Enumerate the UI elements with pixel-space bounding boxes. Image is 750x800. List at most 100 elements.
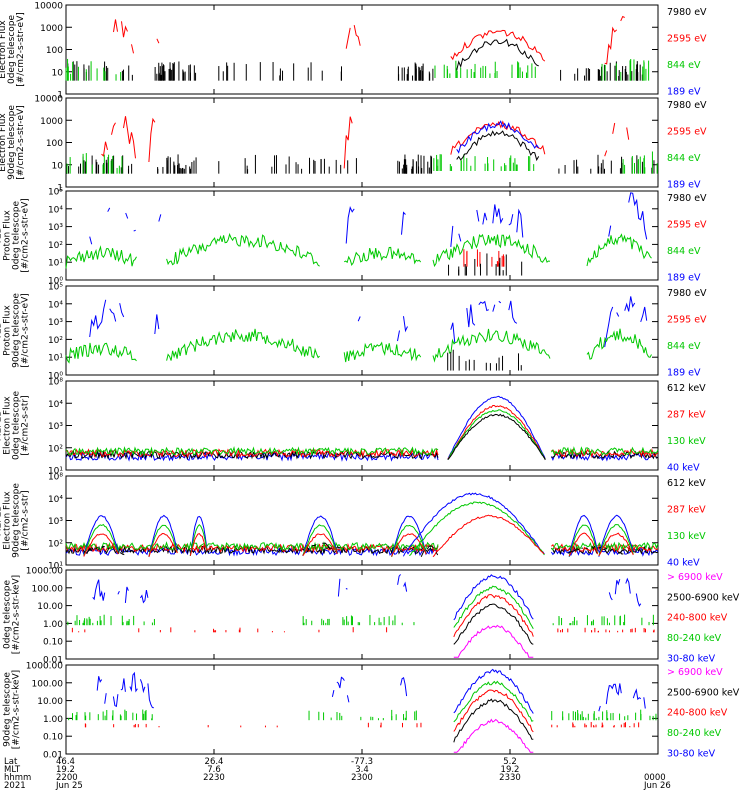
panel-p4: 10⁵ 10⁴ 10³ 10² 10¹ 10⁰ TEDProton Flux90deg te… (0, 283, 707, 382)
x-row-label: MLT (4, 765, 21, 775)
x-tick-label: 19.2 (56, 765, 75, 775)
y-axis-label-line: 0deg telescope (3, 580, 13, 650)
x-tick-label: 7.6 (207, 765, 221, 775)
legend-label: 40 keV (667, 558, 700, 569)
x-tick-label: 46.4 (56, 757, 75, 767)
legend-label: 240-800 keV (667, 708, 728, 719)
y-tick-label: 10⁴ (48, 400, 63, 410)
y-axis-label-line: [#/cm2-s-str] (21, 490, 31, 550)
y-tick-label: 10⁸ (48, 473, 63, 483)
y-tick-label: 10.00 (37, 602, 63, 612)
y-tick-label: 10⁸ (48, 378, 63, 388)
x-tick-label: 26.4 (205, 757, 224, 767)
legend-label: 2595 eV (667, 34, 707, 45)
y-tick-label: 100 (46, 46, 63, 56)
x-row-label: hhmm (4, 773, 31, 783)
x-tick-label: 2230 (203, 773, 225, 783)
legend-label: 80-240 keV (667, 728, 722, 739)
y-tick-label: 10³ (48, 318, 63, 328)
y-tick-label: 10¹ (48, 467, 63, 477)
y-axis-label-line: MEPED (0, 410, 4, 442)
y-axis-label: TEDProton Flux90deg telescope[#/cm2-s-st… (0, 293, 31, 368)
x-tick-label: 0000 (644, 773, 666, 783)
y-axis-label-line: Proton Flux (3, 305, 13, 356)
x-row-label: 2021 (4, 781, 26, 791)
y-tick-label: 10000 (34, 95, 63, 105)
panel-p1: 10000 1000 100 10 1 Electron Flux0deg telesco… (0, 2, 707, 101)
panel-p7: 1000.00 100.00 10.00 1.00 0.10 0.01 0deg teles… (3, 567, 740, 666)
y-tick-label: 0.10 (43, 638, 63, 648)
y-axis-label: TEDProton Flux0deg telescope[#/cm2-s-str… (0, 198, 31, 273)
panel-p8: 1000.00 100.00 10.00 1.00 0.10 0.01 90deg tele… (3, 662, 740, 761)
y-axis-label: 0deg telescope[#/cm2-s-str-keV] (3, 575, 22, 654)
y-tick-label: 100.00 (32, 679, 64, 689)
legend-label: 844 eV (667, 60, 701, 71)
y-tick-label: 10² (48, 336, 63, 346)
series-group (68, 668, 657, 753)
series-group (65, 296, 652, 371)
y-axis-label-line: [#/cm2-s-str-keV] (12, 670, 22, 749)
legend-label: 189 eV (667, 273, 701, 284)
legend-label: 240-800 keV (667, 613, 728, 624)
series-group (65, 395, 659, 462)
legend-label: 7980 eV (667, 193, 707, 204)
y-tick-label: 10 (52, 68, 64, 78)
y-axis-label-line: [#/cm2-s-str-keV] (12, 575, 22, 654)
panel-frame (65, 380, 659, 471)
legend-label: 189 eV (667, 368, 701, 379)
y-tick-label: 10⁴ (48, 495, 63, 505)
legend-label: 287 keV (667, 505, 706, 516)
x-tick-label: 2330 (499, 773, 521, 783)
legend-label: > 6900 keV (667, 667, 723, 678)
y-tick-label: 1 (57, 91, 63, 101)
y-axis-label-line: [#/cm2-s-str-eV] (21, 198, 31, 273)
y-tick-label: 10⁵ (48, 283, 63, 293)
y-axis-label: MEPEDElectron Flux90deg telescope[#/cm2-… (0, 483, 31, 558)
legend-label: 7980 eV (667, 7, 707, 18)
legend-label: 2595 eV (667, 315, 707, 326)
legend-label: 612 keV (667, 478, 706, 489)
y-axis-label-line: 0deg telescope (12, 391, 22, 461)
y-axis-label-line: 0deg telescope (12, 201, 22, 271)
legend-label: 7980 eV (667, 100, 707, 111)
x-tick-label: 19.2 (501, 765, 520, 775)
y-axis-label-line: 90deg telescope (12, 293, 22, 368)
y-tick-label: 1000 (40, 24, 63, 34)
x-tick-label: 3.4 (355, 765, 369, 775)
y-axis-label-line: 90deg telescope (3, 672, 13, 747)
panel-p2: 10000 1000 100 10 1 Electron Flux90deg telesc… (0, 95, 707, 194)
legend-label: 2595 eV (667, 220, 707, 231)
y-axis-label-line: Electron Flux (0, 20, 8, 79)
y-tick-label: 1000.00 (26, 567, 63, 577)
y-tick-label: 1.00 (43, 620, 63, 630)
y-axis-label-line: 90deg telescope (12, 483, 22, 558)
series-group (65, 193, 652, 276)
y-tick-label: 10.00 (37, 697, 63, 707)
legend-label: 130 keV (667, 436, 706, 447)
y-axis-label-line: MEPED (0, 505, 4, 537)
x-tick-label: 5.2 (503, 757, 517, 767)
y-tick-label: 10¹ (48, 354, 63, 364)
x-tick-label: 2300 (351, 773, 373, 783)
y-tick-label: 10⁰ (48, 277, 63, 287)
y-tick-label: 10¹ (48, 562, 63, 572)
y-axis-label-line: TED (0, 226, 4, 245)
x-row-label: Lat (4, 757, 18, 767)
y-axis-label: MEPEDElectron Flux0deg telescope[#/cm2-s… (0, 391, 31, 461)
legend-label: 189 eV (667, 180, 701, 191)
legend-label: 189 eV (667, 87, 701, 98)
y-axis-label-line: Proton Flux (3, 210, 13, 261)
y-tick-label: 1.00 (43, 715, 63, 725)
legend-label: 2500-6900 keV (667, 687, 740, 698)
y-tick-label: 10² (48, 539, 63, 549)
y-tick-label: 1 (57, 184, 63, 194)
y-tick-label: 100.00 (32, 584, 64, 594)
y-tick-label: 0.10 (43, 733, 63, 743)
legend-label: 40 keV (667, 463, 700, 474)
y-axis-label-line: [#/cm2-s-str-eV] (16, 12, 26, 87)
y-axis-label-line: Electron Flux (3, 396, 13, 455)
y-tick-label: 10³ (48, 422, 63, 432)
y-tick-label: 10⁴ (48, 300, 63, 310)
